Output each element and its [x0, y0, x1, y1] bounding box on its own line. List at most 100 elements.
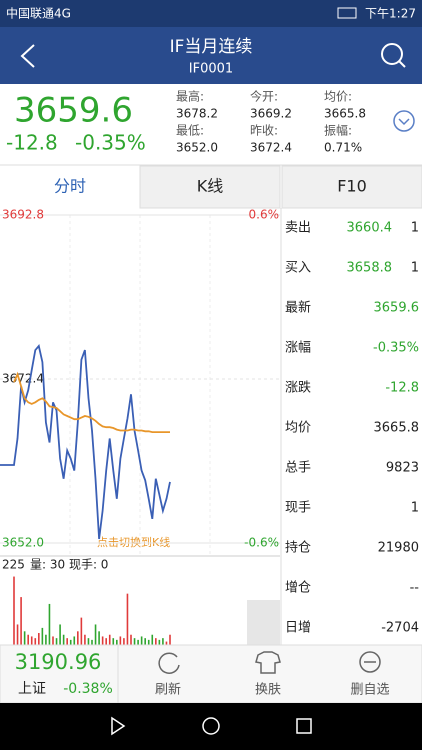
stat-value: 3672.4 [250, 141, 292, 155]
volume-bar [20, 597, 22, 645]
volume-bar [123, 638, 125, 645]
volume-bar [137, 639, 139, 645]
row-label: 日增 [285, 621, 311, 636]
row-label: 增仓 [285, 581, 311, 596]
volume-bar [34, 638, 37, 645]
volume-bar [133, 638, 136, 645]
stat-label: 振幅: [324, 123, 352, 138]
back-button[interactable] [20, 44, 35, 68]
status-bar [0, 0, 422, 27]
annotation[interactable]: 点击切换到K线 [97, 535, 170, 549]
volume-bar [62, 634, 65, 645]
row-extra: 1 [411, 261, 419, 276]
volume-bar [116, 639, 118, 645]
volume-bar [13, 576, 15, 645]
volume-bar [23, 631, 26, 645]
volume-bar [119, 636, 122, 645]
row-label: 总手 [285, 461, 311, 476]
y2-tick-label: 0.6% [249, 208, 280, 222]
stat-label: 今开: [250, 89, 278, 104]
price-line [13, 371, 170, 433]
row-label: 均价 [285, 421, 311, 436]
volume-bar [66, 638, 68, 645]
volume-bar [30, 636, 33, 645]
row-label: 最新 [285, 300, 311, 316]
tab-bg [281, 165, 422, 209]
toolbar-label[interactable]: 换肤 [255, 683, 281, 698]
bottom-bar [0, 644, 422, 704]
volume-bar [77, 631, 79, 645]
row-label: 现手 [285, 501, 311, 516]
volume-bar [27, 634, 29, 645]
price: 3659.6 [14, 91, 133, 131]
volume-bar [112, 638, 115, 645]
volume-bar [45, 634, 47, 645]
y2-tick-label: -0.6% [244, 536, 279, 550]
row-value: 3659.6 [374, 301, 420, 316]
toolbar-label[interactable]: 刷新 [155, 682, 181, 698]
y-tick-label: 3672.4 [2, 372, 44, 386]
volume-bar [140, 636, 143, 645]
row-value: -12.8 [385, 381, 419, 396]
volume-bar [84, 634, 86, 645]
stat-label: 均价: [324, 90, 352, 104]
volume-bar [147, 639, 150, 645]
row-value: 1 [411, 501, 419, 516]
stat-value: 3652.0 [176, 141, 218, 155]
volume-bar [16, 624, 19, 645]
volume-bar [169, 634, 171, 645]
volume-bar [130, 634, 132, 645]
tab[interactable]: 分时 [54, 177, 86, 196]
volume-bar [105, 638, 107, 645]
clock: 下午1:27 [365, 7, 416, 21]
volume-bar [144, 638, 146, 645]
index-change: -0.38% [63, 681, 113, 697]
volume-bar [158, 639, 161, 645]
row-label: 买入 [285, 261, 311, 276]
tab[interactable]: K线 [197, 177, 224, 196]
toolbar-label[interactable]: 删自选 [350, 683, 389, 698]
volume-bar [91, 639, 93, 645]
row-value: -0.35% [373, 341, 419, 356]
y-tick-label: 3692.8 [2, 208, 44, 222]
volume-bar [38, 633, 40, 645]
row-value: 3660.4 [347, 221, 393, 236]
price-line [0, 344, 171, 540]
volume-bar [87, 638, 90, 645]
nav-recent[interactable] [296, 718, 312, 734]
scroll-handle[interactable] [247, 600, 280, 645]
row-value: 21980 [378, 541, 419, 556]
nav-back[interactable] [111, 716, 126, 736]
index-name: 上证 [18, 681, 46, 697]
skin-icon[interactable] [255, 651, 281, 674]
title: IF当月连续 [170, 37, 253, 57]
code: IF0001 [189, 62, 233, 77]
volume-bar [126, 593, 129, 645]
nav-home[interactable] [202, 717, 220, 735]
volume-bar [98, 631, 100, 645]
row-label: 持仓 [285, 541, 311, 556]
search-button[interactable] [381, 43, 406, 68]
volume-bar [101, 636, 104, 645]
volume-bar [69, 639, 72, 645]
tab[interactable]: F10 [337, 177, 367, 196]
remove-icon[interactable] [359, 651, 381, 673]
volume-bar [162, 638, 164, 645]
volume-bar [55, 638, 58, 645]
stat-label: 昨收: [250, 124, 278, 138]
volume-bar [155, 638, 157, 645]
row-extra: 1 [411, 221, 419, 236]
nav-bar [0, 703, 422, 750]
battery [337, 7, 357, 19]
stat-label: 最高: [176, 89, 204, 104]
change: -12.8 [6, 131, 58, 155]
index-value: 3190.96 [15, 650, 102, 674]
expand-button[interactable] [393, 110, 415, 132]
refresh-icon[interactable] [158, 652, 180, 674]
volume-bar [94, 624, 97, 645]
row-label: 涨跌 [285, 380, 311, 396]
tab-bg [0, 166, 140, 208]
row-value: 9823 [386, 461, 419, 476]
stat-value: 3665.8 [324, 107, 366, 121]
